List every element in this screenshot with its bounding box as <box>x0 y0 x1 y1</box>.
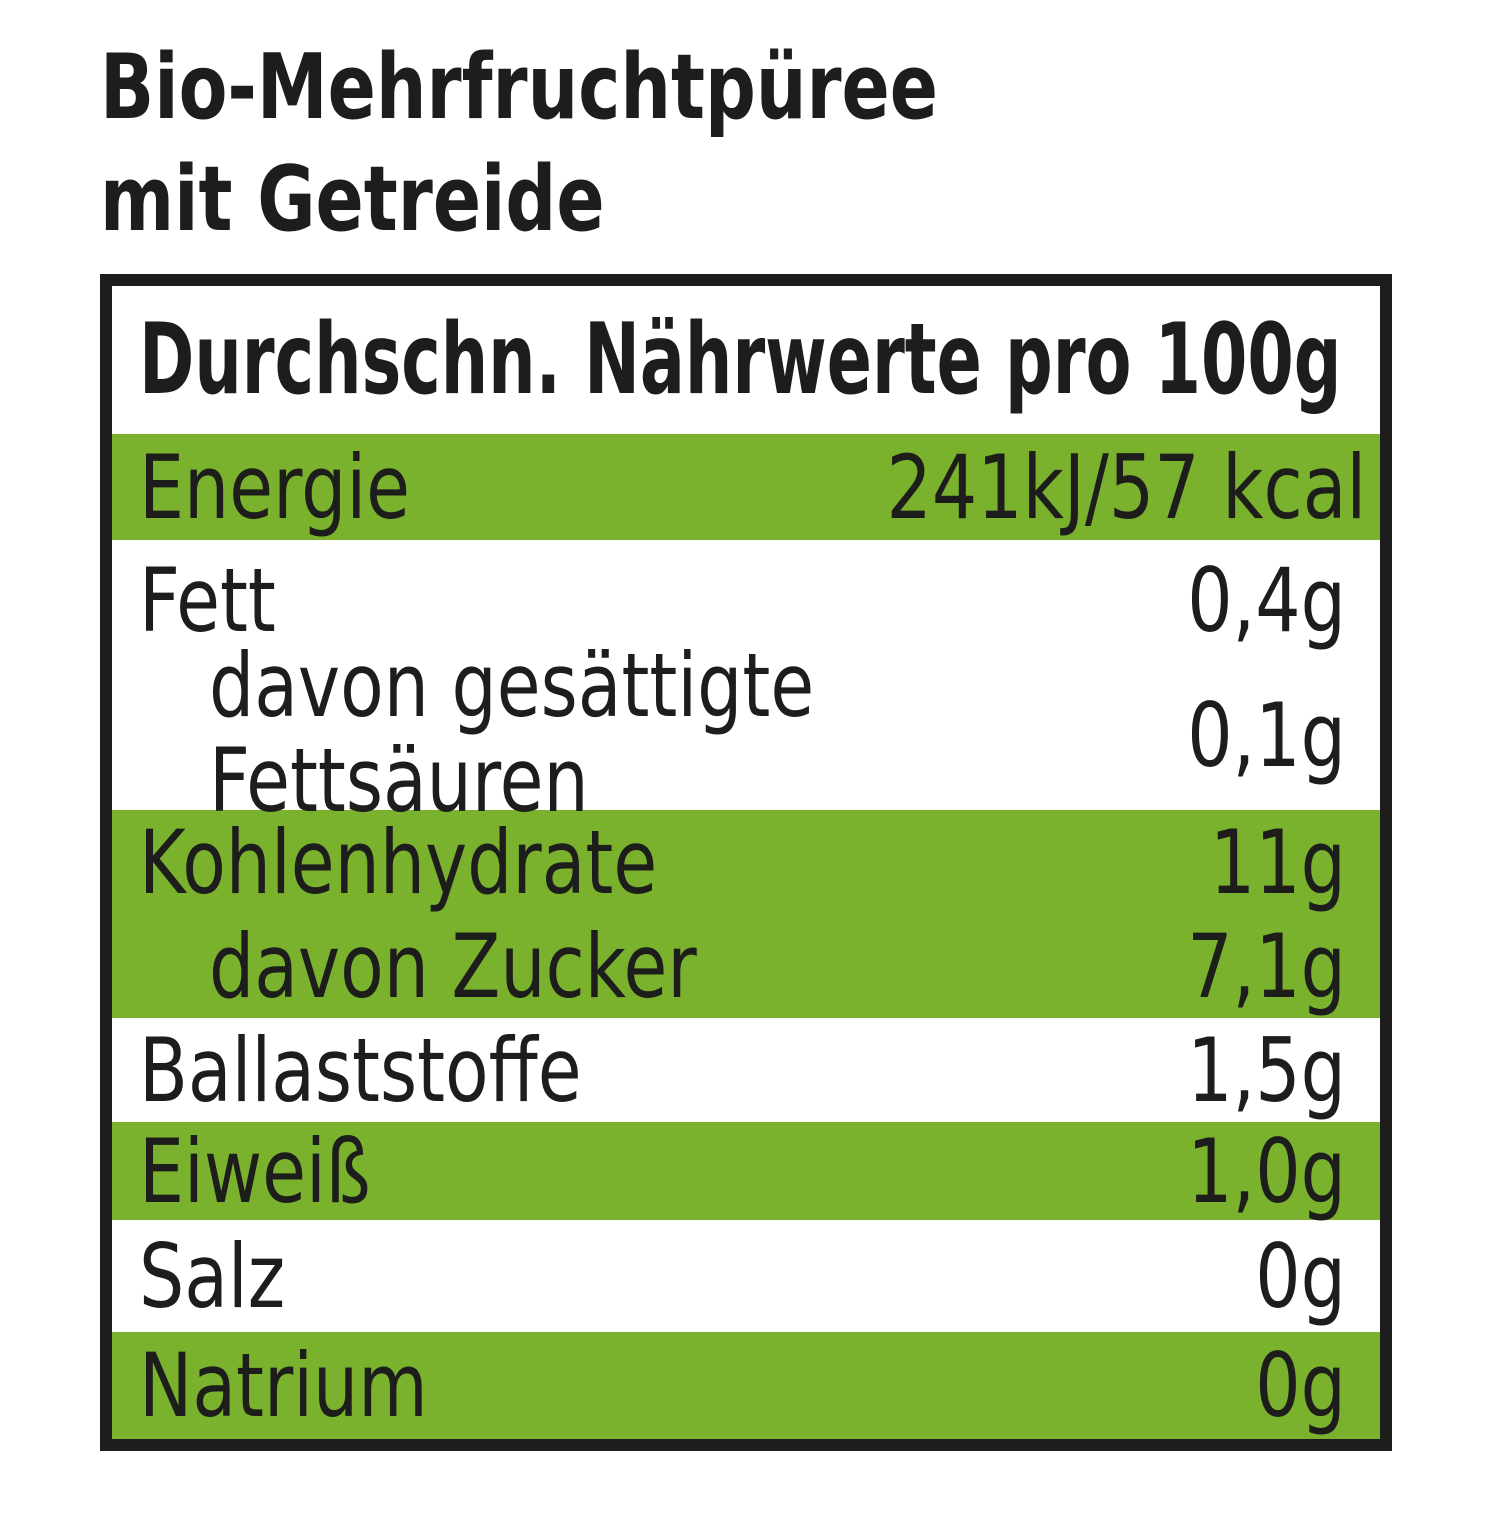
table-row: davon gesättigte Fettsäuren 0,1g <box>112 638 1380 828</box>
table-row: Fett 0,4g <box>112 540 1380 660</box>
nutrient-value: 11g <box>1210 810 1346 914</box>
nutrient-value: 7,1g <box>1187 914 1346 1018</box>
nutrient-value: 0g <box>1255 1334 1346 1437</box>
nutrient-label: Energie <box>139 435 411 539</box>
nutrient-label: Ballaststoffe <box>139 1018 582 1122</box>
nutrient-label: Natrium <box>139 1334 428 1437</box>
nutrient-value: 1,0g <box>1187 1119 1346 1223</box>
table-header-label: Durchschn. Nährwerte pro 100g <box>139 303 1342 417</box>
nutrient-label: Eiweiß <box>139 1119 371 1223</box>
page-title-line-1: Bio-Mehrfruchtpüree <box>100 35 938 140</box>
nutrient-value: 1,5g <box>1187 1018 1346 1122</box>
nutrient-label: Kohlenhydrate <box>139 810 658 914</box>
table-row: Ballaststoffe 1,5g <box>112 1018 1380 1122</box>
table-header-row: Durchschn. Nährwerte pro 100g <box>112 286 1380 434</box>
nutrient-label: davon gesättigte Fettsäuren <box>209 634 815 832</box>
nutrient-value: 0,4g <box>1187 548 1346 652</box>
page-title-line-2: mit Getreide <box>100 147 605 252</box>
page-title: Bio-Mehrfruchtpüree mit Getreide <box>100 32 1500 256</box>
nutrition-rows: Energie 241kJ/57 kcal Fett 0,4g davon ge… <box>112 434 1380 1439</box>
table-row: Natrium 0g <box>112 1332 1380 1439</box>
nutrient-value: 0,1g <box>1187 683 1346 787</box>
table-row: Salz 0g <box>112 1220 1380 1332</box>
nutrient-value: 241kJ/57 kcal <box>886 435 1366 539</box>
nutrient-label: davon Zucker <box>209 914 697 1018</box>
nutrient-label: Fett <box>139 548 276 652</box>
nutrient-label: Salz <box>139 1224 286 1328</box>
table-row: Energie 241kJ/57 kcal <box>112 434 1380 540</box>
table-row: davon Zucker 7,1g <box>112 914 1380 1018</box>
nutrition-table: Durchschn. Nährwerte pro 100g Energie 24… <box>100 274 1392 1451</box>
table-row: Eiweiß 1,0g <box>112 1119 1380 1223</box>
table-row: Kohlenhydrate 11g <box>112 810 1380 914</box>
nutrient-value: 0g <box>1255 1224 1346 1328</box>
